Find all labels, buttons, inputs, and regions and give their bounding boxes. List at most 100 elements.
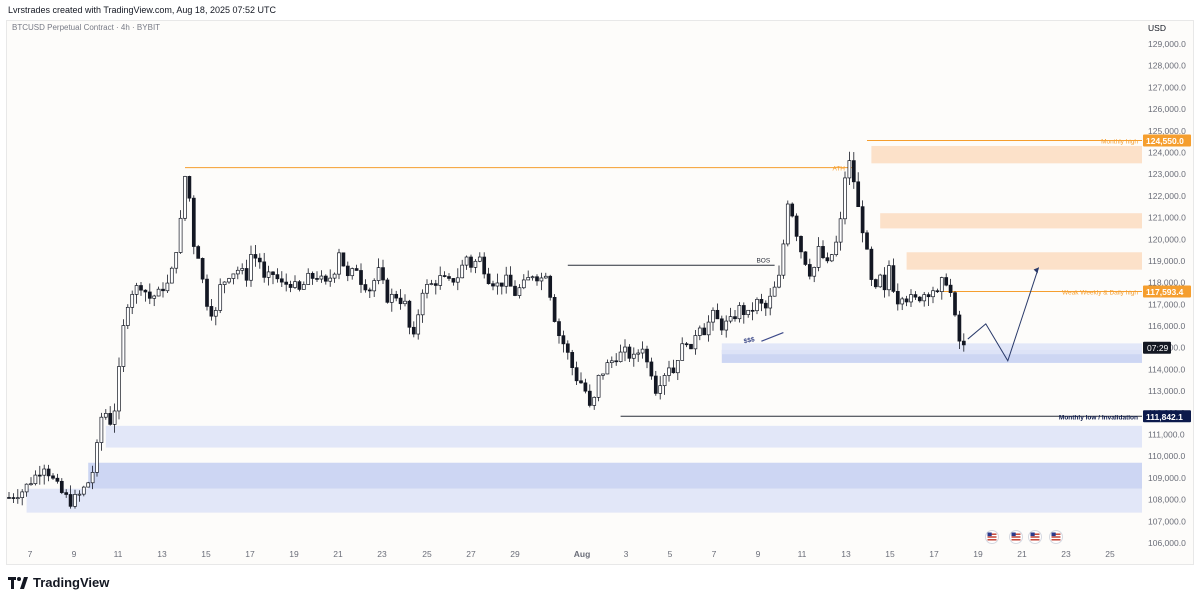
currency-label[interactable]: USD [1148, 23, 1166, 33]
candle-body [125, 306, 130, 326]
ath-label: ATH [832, 166, 845, 173]
candle-body [689, 343, 693, 350]
candle-body [865, 232, 869, 250]
candle-body [293, 281, 297, 288]
candle-body [152, 295, 157, 299]
candle-body [99, 416, 104, 443]
candle-body [59, 480, 64, 493]
price-badge [1143, 410, 1191, 423]
candle-body [297, 281, 302, 290]
candle-body [121, 325, 126, 367]
candle-body [231, 273, 236, 279]
candle-body [359, 270, 363, 285]
candle-body [724, 320, 729, 331]
candle-body [90, 472, 95, 484]
candle-body [570, 352, 575, 368]
time-tick: 3 [624, 549, 629, 559]
candle-body [64, 492, 69, 495]
candle-body [557, 321, 561, 337]
candle-body [601, 373, 605, 376]
time-tick: 11 [798, 549, 807, 559]
candle-body [922, 294, 927, 302]
candle-body [7, 497, 11, 499]
us-flag-icon [1028, 530, 1042, 544]
candle-body [931, 290, 935, 298]
candle-body [640, 348, 645, 354]
time-tick: 13 [157, 549, 167, 559]
candle-body [649, 361, 654, 377]
price-tick: 128,000.0 [1148, 61, 1186, 71]
candle-body [781, 243, 786, 276]
price-tick: 108,000.0 [1148, 495, 1186, 505]
us-flag-icon [985, 530, 999, 544]
candle-body [614, 360, 619, 363]
candle-body [205, 278, 209, 307]
candle-body [68, 494, 73, 507]
candle-body [464, 256, 469, 266]
tradingview-logo[interactable]: TradingView [8, 575, 109, 590]
candle-body [609, 360, 614, 364]
candle-body [719, 318, 724, 331]
candle-body [438, 275, 443, 286]
candle-body [77, 493, 82, 496]
supply-zone-top [871, 145, 1142, 164]
candle-body [411, 326, 416, 335]
creator-caption: Lvrstrades created with TradingView.com,… [8, 5, 276, 15]
price-tick: 121,000.0 [1148, 213, 1186, 223]
candle-body [816, 246, 821, 268]
candle-body [134, 285, 139, 295]
candle-body [790, 203, 795, 217]
candle-body [504, 274, 509, 287]
candle-body [803, 251, 808, 265]
candle-body [213, 310, 218, 317]
time-tick: 17 [929, 549, 939, 559]
candle-body [662, 375, 667, 387]
candle-body [574, 367, 579, 382]
candle-body [473, 260, 478, 268]
candle-body [829, 254, 834, 262]
candle-body [750, 309, 755, 312]
candle-body [878, 274, 883, 288]
candle-body [838, 218, 843, 243]
candle-body [143, 289, 148, 293]
candle-body [561, 335, 566, 345]
candle-body [275, 274, 280, 280]
candle-body [636, 352, 641, 355]
candle-body [398, 297, 403, 305]
candle-body [284, 281, 289, 285]
time-tick: 27 [466, 549, 476, 559]
candle-body [253, 254, 258, 259]
candle-body [671, 367, 676, 374]
candle-body [909, 294, 913, 303]
candle-body [526, 277, 531, 281]
candle-body [891, 265, 896, 292]
candle-body [147, 291, 152, 299]
price-tick: 126,000.0 [1148, 104, 1186, 114]
candle-body [711, 309, 715, 323]
monthly-low-label: Monthly low / Invalidation [1059, 414, 1138, 421]
price-badge-label: 117,593.4 [1146, 287, 1184, 297]
projection-path [967, 267, 1040, 362]
candle-body [768, 295, 773, 309]
candle-body [389, 293, 394, 303]
time-tick: 19 [289, 549, 299, 559]
candle-body [491, 283, 495, 287]
candle-body [381, 267, 385, 281]
price-tick: 129,000.0 [1148, 39, 1186, 49]
candle-body [513, 285, 517, 296]
candle-body [42, 468, 47, 476]
candles-layer [7, 151, 966, 509]
price-tick: 122,000.0 [1148, 191, 1186, 201]
candle-body [15, 497, 20, 500]
candle-body [262, 261, 267, 278]
candle-body [935, 290, 940, 293]
candle-body [627, 346, 632, 359]
candle-body [799, 236, 803, 253]
candle-body [425, 284, 429, 294]
candle-body [869, 248, 874, 280]
price-badge-label: 111,842.1 [1146, 412, 1183, 422]
candle-body [407, 300, 412, 328]
candle-body [825, 257, 830, 262]
candle-body [385, 279, 390, 303]
